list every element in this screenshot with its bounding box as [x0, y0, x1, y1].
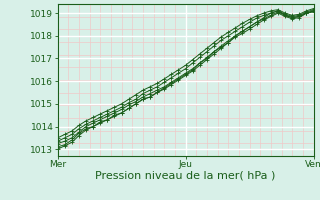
X-axis label: Pression niveau de la mer( hPa ): Pression niveau de la mer( hPa ) — [95, 171, 276, 181]
